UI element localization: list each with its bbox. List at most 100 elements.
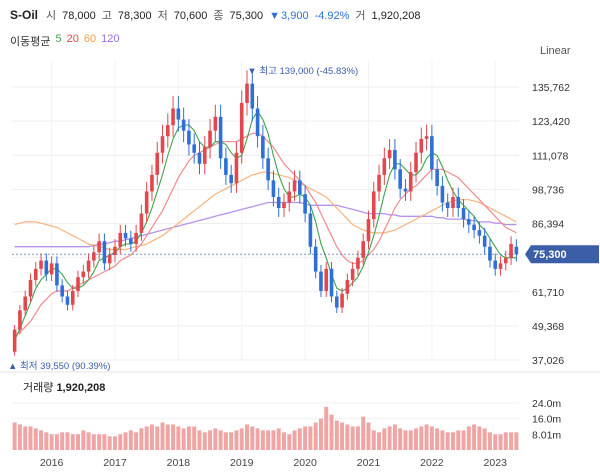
- volume-bar: [70, 434, 75, 450]
- volume-bar: [276, 428, 281, 450]
- volume-bar: [266, 430, 271, 450]
- volume-bar: [514, 432, 519, 450]
- candle-body: [213, 116, 218, 131]
- candle-body: [44, 260, 49, 275]
- volume-bar: [81, 430, 86, 450]
- volume-bar: [366, 422, 371, 450]
- scale-toggle[interactable]: Linear: [540, 45, 571, 57]
- candle-body: [255, 108, 260, 137]
- candle-body: [86, 260, 91, 272]
- stock-symbol: S-Oil: [10, 8, 39, 22]
- min-annotation: ▲ 최저 39,550 (90.39%): [8, 361, 110, 372]
- volume-bar: [440, 430, 445, 450]
- volume-bar: [472, 424, 477, 450]
- volume-bar: [202, 432, 207, 450]
- candle-body: [451, 196, 455, 209]
- y-tick-label: 135,762: [532, 82, 570, 94]
- ma-20: 20: [66, 33, 79, 45]
- volume-tick-label: 16.0m: [532, 414, 561, 426]
- volume-bar: [340, 422, 345, 450]
- candle-body: [461, 208, 466, 220]
- volume-bar: [297, 428, 302, 450]
- x-tick-label: 2016: [40, 457, 64, 469]
- ma-60: 60: [83, 33, 97, 45]
- candle-body: [329, 268, 334, 297]
- volume-bar: [112, 436, 117, 450]
- candle-body: [97, 241, 101, 253]
- volume-bar: [461, 430, 466, 450]
- volume-bar: [23, 426, 28, 450]
- candle-body: [224, 158, 228, 175]
- volume-bar: [414, 428, 419, 450]
- volume-tick-label: 24.0m: [532, 398, 561, 410]
- candle-body: [287, 191, 292, 203]
- volume-bar: [144, 426, 149, 450]
- candle-body: [498, 263, 503, 269]
- candle-body: [430, 136, 434, 170]
- candle-body: [298, 180, 302, 195]
- x-tick-label: 2021: [357, 457, 381, 469]
- candle-body: [208, 130, 212, 148]
- candle-body: [271, 180, 276, 197]
- y-tick-label: 123,420: [532, 116, 570, 128]
- volume-bar: [445, 432, 450, 450]
- volume-bar: [218, 430, 223, 450]
- candle-body: [366, 219, 371, 242]
- x-tick-label: 2019: [230, 457, 254, 469]
- volume-bar: [498, 434, 503, 450]
- candle-body: [197, 152, 202, 164]
- volume-bar: [281, 432, 286, 450]
- candle-body: [144, 191, 149, 214]
- volume-bar: [271, 430, 276, 450]
- close-value: 75,300: [229, 10, 264, 22]
- candle-body: [419, 138, 424, 153]
- volume-bar: [329, 414, 334, 450]
- candle-body: [18, 310, 22, 330]
- candle-body: [129, 238, 133, 244]
- volume-panel-value: 1,920,208: [56, 382, 106, 394]
- volume-panel-label: 거래량 1,920,208: [23, 379, 105, 395]
- quote-header: S-Oil 시 78,000 고 78,300 저 70,600 종 75,30…: [10, 7, 420, 23]
- low-value: 70,600: [173, 10, 208, 22]
- volume-bar: [371, 430, 376, 450]
- candle-body: [403, 188, 408, 192]
- candle-body: [408, 172, 413, 192]
- volume-bar: [91, 434, 96, 450]
- change-value: 3,900: [281, 10, 309, 22]
- volume-bar: [355, 426, 360, 450]
- candle-body: [509, 243, 513, 258]
- candle-body: [39, 260, 43, 269]
- volume-bar: [76, 434, 81, 450]
- candle-body: [107, 255, 112, 264]
- candle-body: [76, 277, 80, 291]
- volume-bar: [509, 432, 514, 450]
- volume-bar: [171, 424, 176, 450]
- candle-body: [134, 232, 138, 244]
- volume-bar: [318, 418, 323, 450]
- moving-average-legend[interactable]: 이동평균 5 20 60 120: [10, 33, 119, 49]
- x-tick-label: 2023: [484, 457, 508, 469]
- volume-bar: [408, 430, 413, 450]
- candle-body: [424, 136, 429, 139]
- volume-bar: [287, 434, 292, 450]
- candle-body: [440, 185, 445, 203]
- volume-bar: [139, 428, 144, 450]
- candle-body: [377, 174, 381, 192]
- volume-bar: [186, 426, 191, 450]
- candle-body: [155, 152, 160, 175]
- volume-bar: [398, 428, 403, 450]
- candle-body: [55, 263, 59, 286]
- candle-body: [187, 130, 191, 145]
- candle-body: [218, 116, 223, 159]
- volume-bar: [450, 432, 455, 450]
- x-tick-label: 2022: [420, 457, 444, 469]
- high-value: 78,300: [117, 10, 152, 22]
- volume-bar: [39, 430, 44, 450]
- candle-body: [23, 296, 28, 311]
- candle-body: [250, 83, 255, 109]
- candle-body: [165, 125, 170, 137]
- candle-body: [92, 252, 96, 261]
- change-percent: -4.92%: [314, 10, 350, 22]
- candle-body: [65, 296, 70, 305]
